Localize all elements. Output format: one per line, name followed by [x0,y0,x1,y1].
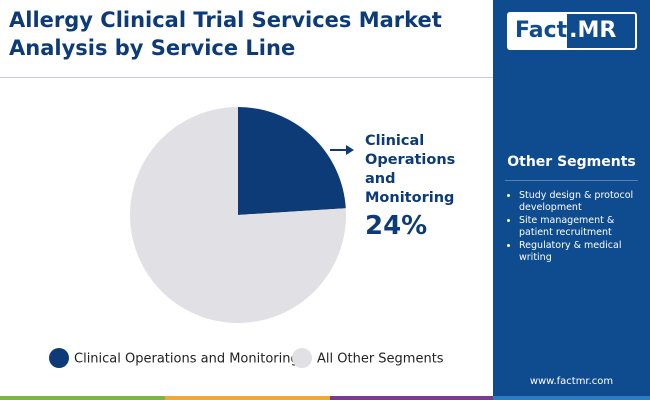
legend-marker [292,348,312,368]
data-label: 24% [365,211,428,241]
sidebar: Fact.MR Other Segments Study design & pr… [493,0,650,396]
logo: Fact .MR [507,12,637,50]
divider [505,180,638,181]
segment-item: Study design & protocol development [519,190,647,214]
logo-text: .MR [567,14,635,48]
legend-label: All Other Segments [317,352,444,367]
stripe [165,396,330,400]
divider [0,77,493,78]
callout-arrowhead [346,145,354,155]
stripe [493,396,650,400]
segment-item: Site management & patient recruitment [519,215,647,239]
segment-item: Regulatory & medical writing [519,240,647,264]
chart-title: Allergy Clinical Trial Services Market A… [9,8,442,60]
stripe [0,396,165,400]
stripe [330,396,493,400]
legend-marker [49,348,69,368]
website: www.factmr.com [529,376,614,387]
logo-text: Fact [515,18,568,43]
slice-label: Clinical Operations and Monitoring [365,133,456,206]
segment-list: Study design & protocol developmentSite … [507,190,647,265]
legend-label: Clinical Operations and Monitoring [74,352,299,367]
sidebar-heading: Other Segments [507,154,636,170]
pie-slice [238,107,346,215]
pie-slice [130,107,346,323]
